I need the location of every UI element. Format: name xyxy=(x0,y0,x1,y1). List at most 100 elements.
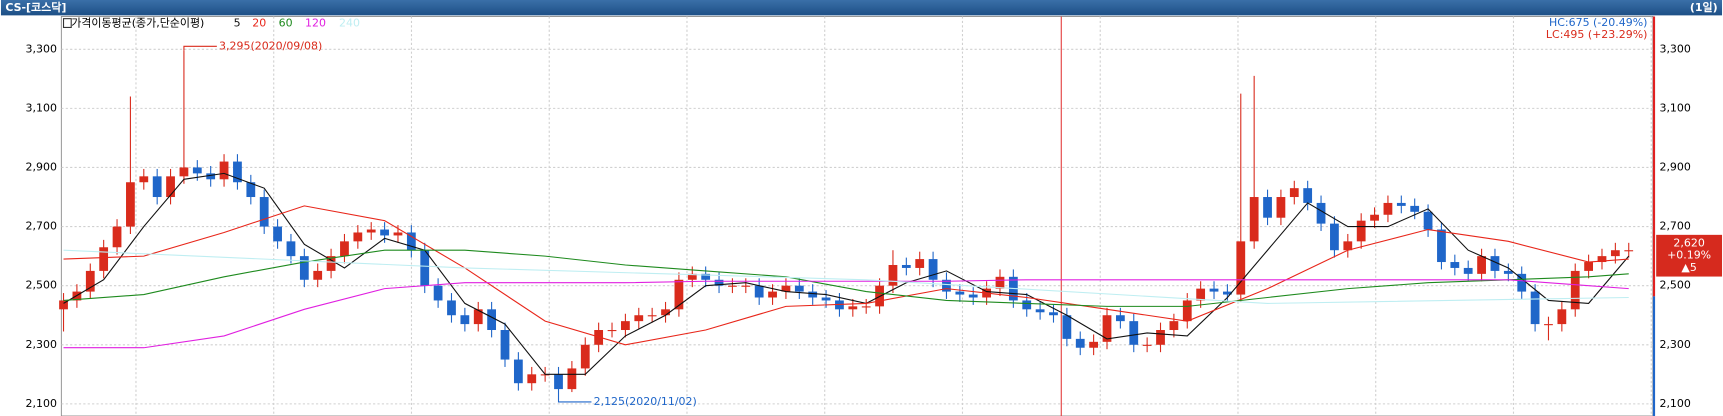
moving-average xyxy=(63,279,1629,349)
candle-body xyxy=(915,259,925,268)
candle-body xyxy=(1343,241,1353,251)
candle-body xyxy=(299,256,309,280)
candle-body xyxy=(233,161,242,183)
candle-body xyxy=(1102,315,1112,342)
candle-body xyxy=(393,232,403,236)
y-tick-label: 3,100 xyxy=(26,101,57,114)
legend-box xyxy=(62,18,72,28)
candle-body xyxy=(1223,291,1232,295)
title-bar xyxy=(0,0,1723,16)
candle-body xyxy=(166,176,175,198)
candle-body xyxy=(1276,197,1286,218)
candle-body xyxy=(1303,188,1313,203)
candle-body xyxy=(554,374,563,390)
price-tag-value: 2,620 xyxy=(1673,237,1704,250)
candle-body xyxy=(420,250,430,286)
y-tick-label-right: 2,700 xyxy=(1659,220,1690,233)
hc-label: HC:675 (-20.49%) xyxy=(1549,16,1647,29)
candle-body xyxy=(1289,188,1299,198)
candle-body xyxy=(139,176,149,183)
candle-body xyxy=(1477,256,1486,274)
candle-body xyxy=(192,167,202,174)
candle-body xyxy=(85,270,95,292)
candle-body xyxy=(1450,262,1460,268)
candle-body xyxy=(273,226,282,242)
candle-body xyxy=(674,279,684,310)
candle-body xyxy=(848,306,858,310)
candle-body xyxy=(206,173,216,180)
candle-body xyxy=(1597,256,1607,263)
moving-average xyxy=(63,249,1629,307)
candle-body xyxy=(901,264,911,268)
y-tick-label: 2,700 xyxy=(26,220,57,233)
candle-body xyxy=(1129,321,1139,345)
candle-body xyxy=(1089,341,1099,348)
candle-body xyxy=(701,273,711,280)
candle-body xyxy=(1557,309,1567,325)
candle-body xyxy=(1316,202,1326,224)
candle-body xyxy=(1142,344,1152,346)
candle-body xyxy=(1570,270,1580,310)
candle-body xyxy=(995,276,1005,289)
candle-body xyxy=(1584,262,1593,271)
candle-body xyxy=(1263,197,1272,218)
legend-entry: 20 xyxy=(252,17,266,30)
candle-body xyxy=(1490,256,1500,271)
candle-body xyxy=(527,374,537,384)
candle-body xyxy=(928,259,938,280)
candle-body xyxy=(152,176,162,198)
candle-body xyxy=(1236,241,1246,295)
annotation: 3,295(2020/09/08) xyxy=(219,39,322,52)
candle-body xyxy=(580,344,590,369)
candle-body xyxy=(353,232,363,242)
candle-body xyxy=(942,279,951,292)
candle-body xyxy=(808,291,818,298)
candle-body xyxy=(634,315,644,322)
candle-body xyxy=(447,300,456,316)
legend-entry: 240 xyxy=(339,17,360,30)
y-tick-label: 2,300 xyxy=(26,338,57,351)
candle-body xyxy=(99,247,109,271)
candle-body xyxy=(768,291,777,298)
candle-body xyxy=(1463,267,1473,274)
y-tick-label: 2,100 xyxy=(26,397,57,410)
annotation-leader xyxy=(557,396,592,403)
candle-body xyxy=(1437,229,1446,263)
candle-body xyxy=(861,306,871,308)
annotation-leader xyxy=(183,45,217,51)
candle-body xyxy=(794,285,804,292)
candle-body xyxy=(340,241,349,257)
moving-average xyxy=(63,172,1630,375)
candle-body xyxy=(380,229,389,236)
candle-body xyxy=(621,321,630,331)
legend-entry: 60 xyxy=(279,17,293,30)
y-tick-label-right: 2,900 xyxy=(1659,160,1690,173)
candle-body xyxy=(246,182,256,198)
candle-body xyxy=(1383,202,1393,215)
candle-body xyxy=(821,297,831,301)
price-tag-change: +0.19% xyxy=(1667,249,1711,262)
candle-body xyxy=(741,285,751,287)
candle-body xyxy=(313,270,323,280)
candle-body xyxy=(1330,223,1339,251)
moving-average xyxy=(63,249,1629,304)
annotation: 2,125(2020/11/02) xyxy=(594,395,697,408)
period: (1일) xyxy=(1690,0,1718,14)
candle-body xyxy=(406,232,416,251)
candle-body xyxy=(1115,315,1125,322)
candle-body xyxy=(112,226,122,248)
candle-body xyxy=(1062,315,1072,339)
candle-body xyxy=(1209,288,1219,292)
candle-body xyxy=(1530,291,1540,325)
candle-body xyxy=(1075,338,1085,348)
candle-body xyxy=(513,359,523,384)
moving-average xyxy=(63,205,1629,346)
candle-body xyxy=(59,300,68,310)
candle-body xyxy=(1182,300,1192,322)
candle-body xyxy=(1022,300,1032,310)
candle-body xyxy=(1370,214,1379,221)
candle-body xyxy=(259,197,269,227)
candle-body xyxy=(219,161,229,180)
candle-body xyxy=(326,256,336,271)
